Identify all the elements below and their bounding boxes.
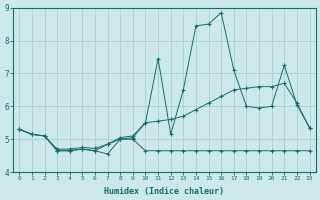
X-axis label: Humidex (Indice chaleur): Humidex (Indice chaleur) [104, 187, 224, 196]
